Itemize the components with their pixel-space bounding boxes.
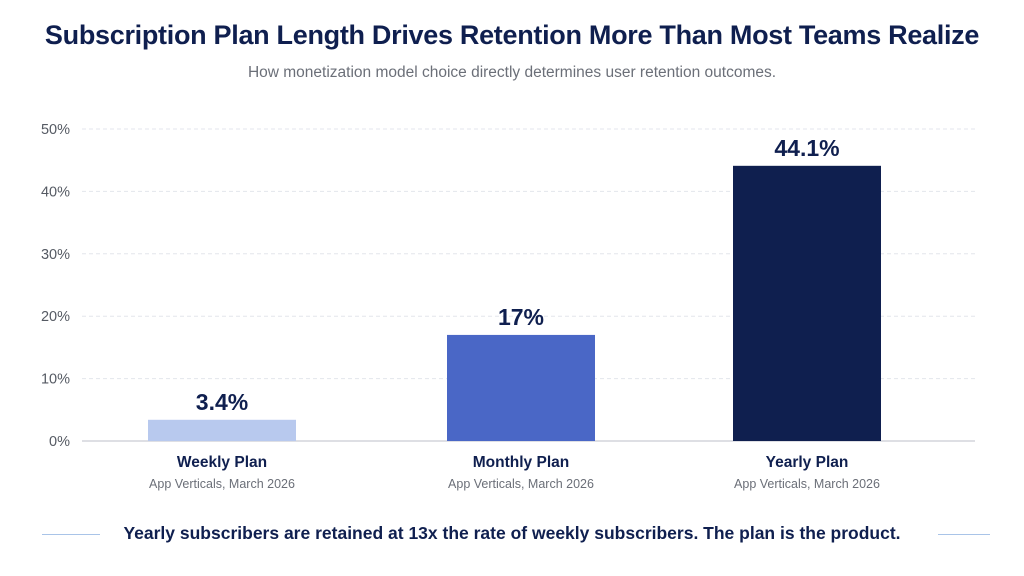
footer-rule-left — [42, 534, 100, 535]
x-category-label: Yearly Plan — [766, 454, 849, 471]
data-label: 17% — [498, 304, 544, 330]
x-category-sublabel: App Verticals, March 2026 — [734, 477, 880, 491]
bar — [733, 165, 881, 442]
y-tick-label: 40% — [41, 184, 70, 200]
x-category-sublabel: App Verticals, March 2026 — [149, 477, 295, 491]
data-label: 44.1% — [774, 135, 839, 161]
y-tick-label: 30% — [41, 247, 70, 263]
chart-title: Subscription Plan Length Drives Retentio… — [44, 20, 980, 50]
y-tick-label: 20% — [41, 309, 70, 325]
x-category-label: Monthly Plan — [473, 454, 569, 471]
chart-subtitle: How monetization model choice directly d… — [247, 64, 777, 81]
footer-rule-right — [938, 534, 990, 535]
data-label: 3.4% — [196, 389, 248, 415]
y-tick-label: 0% — [49, 434, 70, 450]
x-category-label: Weekly Plan — [177, 454, 267, 471]
x-category-sublabel: App Verticals, March 2026 — [448, 477, 594, 491]
bar-chart: 0% 10% 20% 30% 40% 50% 3.4% Weekly Plan App Vert… — [41, 122, 975, 491]
footer-callout: Yearly subscribers are retained at 13x t… — [0, 520, 1024, 548]
footer-text: Yearly subscribers are retained at 13x t… — [123, 523, 901, 543]
y-tick-label: 10% — [41, 372, 70, 388]
y-tick-label: 50% — [41, 122, 70, 138]
bar — [447, 334, 595, 441]
bar — [148, 419, 296, 441]
